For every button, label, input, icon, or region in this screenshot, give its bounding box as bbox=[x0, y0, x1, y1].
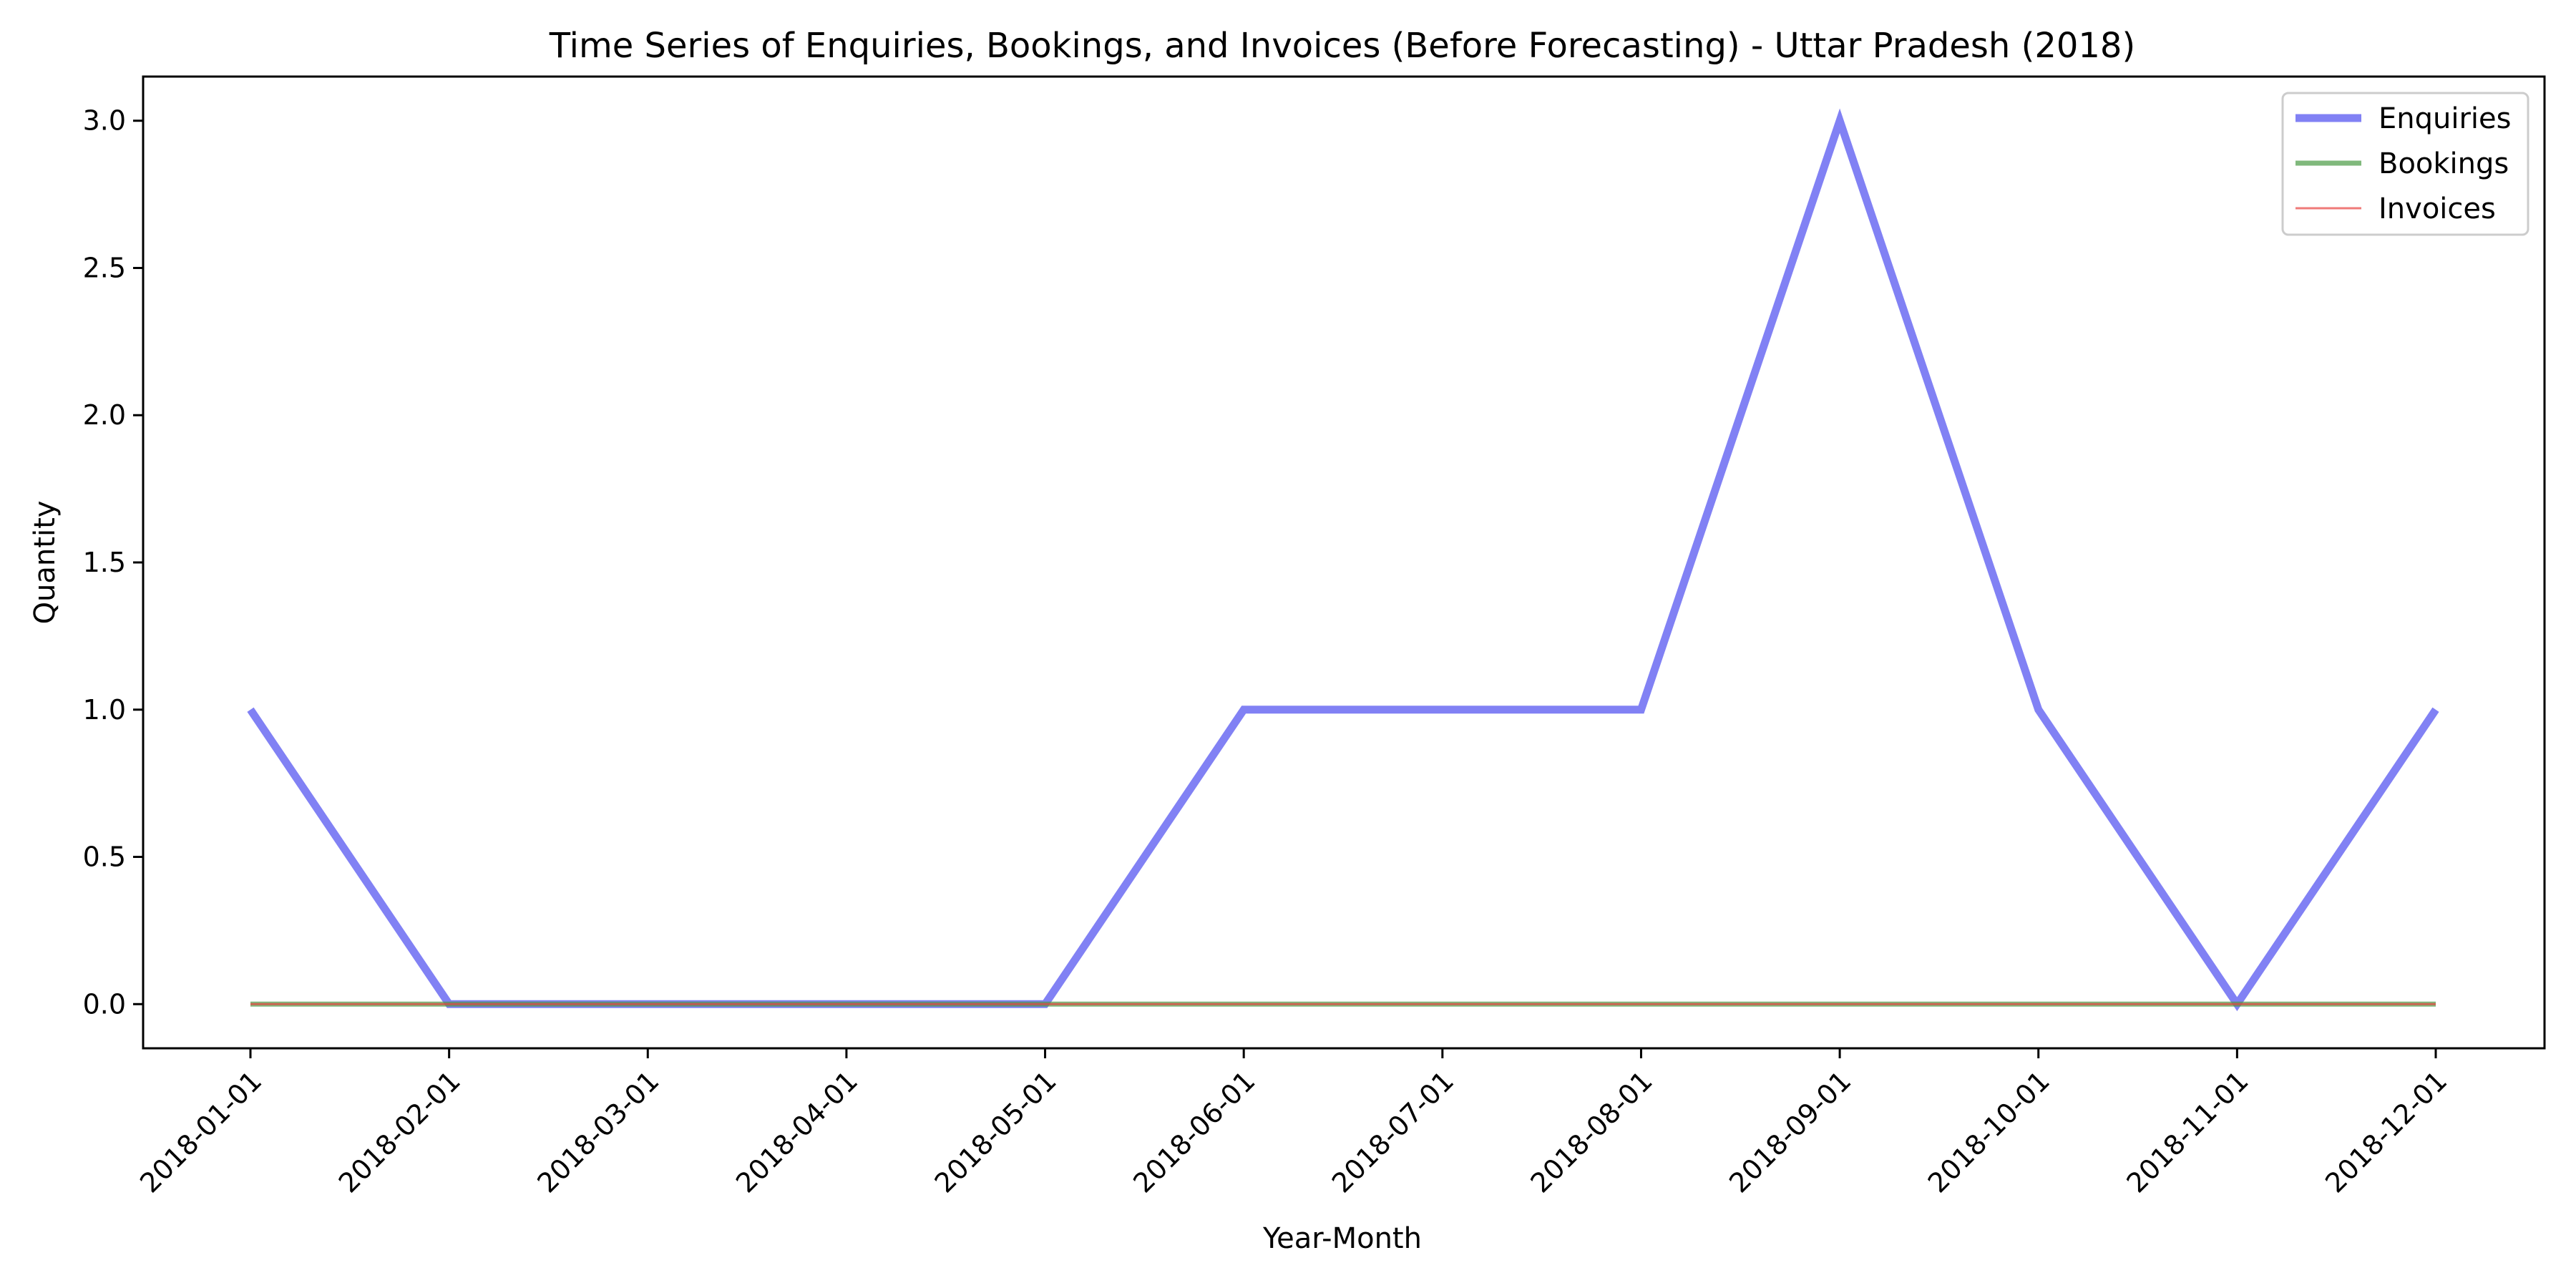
x-tick-label: 2018-12-01 bbox=[2319, 1065, 2453, 1199]
y-axis-label: Quantity bbox=[29, 501, 62, 625]
y-axis: 0.0 0.5 1.0 1.5 2.0 2.5 3.0 bbox=[83, 105, 143, 1020]
y-tick-label: 3.0 bbox=[83, 105, 126, 137]
legend-box bbox=[2281, 92, 2529, 236]
x-tick-label: 2018-07-01 bbox=[1326, 1065, 1460, 1199]
plot-area bbox=[142, 75, 2546, 1050]
x-tick-label: 2018-06-01 bbox=[1127, 1065, 1261, 1199]
y-tick-label: 1.0 bbox=[83, 694, 126, 726]
y-tick-label: 2.5 bbox=[83, 252, 126, 283]
legend-label-enquiries: Enquiries bbox=[2379, 102, 2512, 135]
x-tick-label: 2018-11-01 bbox=[2120, 1065, 2254, 1199]
y-tick-label: 0.5 bbox=[83, 841, 126, 873]
x-tick-label: 2018-10-01 bbox=[1922, 1065, 2056, 1199]
legend-label-invoices: Invoices bbox=[2379, 192, 2496, 225]
y-tick-label: 0.0 bbox=[83, 988, 126, 1020]
x-tick-label: 2018-03-01 bbox=[531, 1065, 665, 1199]
legend: Enquiries Bookings Invoices bbox=[2281, 92, 2529, 236]
x-tick-label: 2018-04-01 bbox=[730, 1065, 864, 1199]
legend-label-bookings: Bookings bbox=[2379, 147, 2509, 180]
x-tick-label: 2018-08-01 bbox=[1525, 1065, 1659, 1199]
x-tick-label: 2018-01-01 bbox=[134, 1065, 268, 1199]
x-tick-label: 2018-09-01 bbox=[1723, 1065, 1857, 1199]
y-tick-label: 2.0 bbox=[83, 399, 126, 431]
x-tick-label: 2018-02-01 bbox=[333, 1065, 467, 1199]
series-lines bbox=[247, 108, 2439, 1012]
chart-title: Time Series of Enquiries, Bookings, and … bbox=[549, 26, 2135, 66]
x-axis: 2018-01-01 2018-02-01 2018-03-01 2018-04-01… bbox=[134, 1048, 2453, 1199]
y-tick-label: 1.5 bbox=[83, 547, 126, 578]
x-tick-label: 2018-05-01 bbox=[929, 1065, 1063, 1199]
series-line-enquiries bbox=[247, 108, 2439, 1012]
x-axis-label: Year-Month bbox=[1262, 1222, 1422, 1255]
